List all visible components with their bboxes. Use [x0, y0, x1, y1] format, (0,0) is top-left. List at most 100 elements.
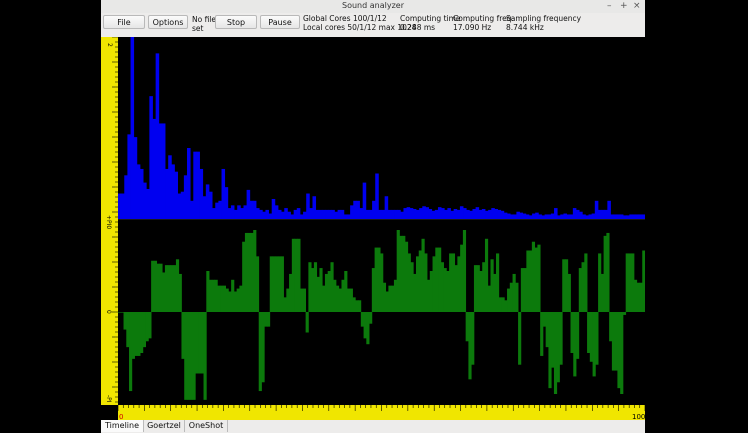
phase-bar	[349, 288, 353, 312]
spectrum-plot	[118, 37, 645, 400]
magnitude-bar	[613, 214, 618, 219]
phase-bar	[581, 262, 585, 312]
close-icon[interactable]: ×	[633, 1, 641, 11]
phase-bar	[432, 256, 436, 312]
magnitude-bar	[303, 211, 307, 219]
phase-bar	[402, 235, 406, 312]
magnitude-bar	[459, 206, 464, 219]
phase-bar	[449, 253, 453, 312]
tab-timeline[interactable]: Timeline	[101, 420, 144, 432]
magnitude-bar	[143, 182, 147, 219]
magnitude-bar	[607, 200, 611, 219]
computing-freq-info: Computing freq. 17.090 Hz	[453, 14, 514, 32]
maximize-icon[interactable]: +	[620, 1, 628, 11]
phase-bar	[622, 312, 627, 315]
file-status: No file set	[192, 15, 217, 33]
magnitude-bar	[425, 207, 429, 219]
magnitude-bar	[616, 214, 621, 219]
phase-bar	[609, 312, 613, 342]
phase-bar	[404, 241, 409, 312]
options-button[interactable]: Options	[148, 15, 188, 29]
minimize-icon[interactable]: –	[607, 1, 612, 11]
magnitude-bar	[168, 155, 172, 219]
phase-bar	[231, 279, 235, 312]
magnitude-bar	[579, 211, 583, 219]
sampling-freq-info: Sampling frequency 8.744 kHz	[506, 14, 582, 32]
magnitude-bar	[246, 189, 251, 219]
phase-bar	[564, 259, 569, 312]
magnitude-bar	[224, 187, 229, 219]
tab-goertzel[interactable]: Goertzel	[144, 420, 185, 432]
phase-bar	[534, 247, 538, 312]
file-button[interactable]: File	[103, 15, 145, 29]
magnitude-bar	[240, 208, 244, 219]
magnitude-bar	[287, 211, 291, 219]
magnitude-bar	[312, 196, 317, 219]
magnitude-bar	[478, 209, 483, 219]
phase-bar	[120, 312, 124, 313]
magnitude-bar	[601, 209, 605, 219]
vertical-ruler[interactable]: 2 +PI0 0 -PI	[101, 37, 118, 405]
magnitude-bar	[208, 191, 213, 219]
magnitude-bar	[243, 205, 248, 219]
magnitude-bar	[569, 214, 574, 219]
phase-bar	[156, 263, 160, 312]
phase-bar	[487, 285, 491, 312]
phase-bar	[415, 256, 420, 312]
phase-bar	[443, 268, 447, 312]
pause-button[interactable]: Pause	[260, 15, 300, 29]
phase-bar	[471, 312, 475, 365]
phase-bar	[181, 312, 185, 359]
magnitude-bar	[133, 137, 138, 219]
phase-bar	[175, 259, 180, 312]
magnitude-bar	[281, 211, 285, 219]
phase-bar	[520, 268, 524, 312]
phase-bar	[131, 312, 135, 359]
tab-oneshot[interactable]: OneShot	[185, 420, 228, 432]
magnitude-bar	[481, 208, 486, 219]
magnitude-bar	[516, 211, 520, 219]
magnitude-bar	[259, 209, 263, 219]
magnitude-bar	[249, 200, 254, 219]
vruler-zero-label: 0	[105, 310, 112, 314]
title-bar[interactable]: Sound analyzer – + ×	[101, 0, 645, 14]
magnitude-bar	[356, 200, 360, 219]
magnitude-bar	[127, 134, 131, 219]
magnitude-bar	[353, 200, 357, 219]
magnitude-bar	[597, 209, 602, 219]
magnitude-bar	[604, 209, 608, 219]
phase-bar	[639, 282, 643, 312]
magnitude-bar	[372, 200, 376, 219]
phase-bar	[289, 273, 293, 312]
phase-bar	[606, 232, 610, 312]
magnitude-bar	[139, 168, 144, 219]
phase-bar	[244, 232, 249, 312]
magnitude-bar	[629, 214, 633, 219]
phase-bar	[167, 265, 171, 312]
phase-bar	[501, 297, 505, 312]
phase-bar	[145, 312, 149, 342]
phase-bar	[297, 238, 301, 312]
phase-bar	[576, 312, 580, 359]
horizontal-ruler[interactable]: 0 100	[118, 405, 645, 420]
phase-bar	[266, 312, 271, 327]
phase-bar	[407, 253, 411, 312]
magnitude-bar	[610, 214, 615, 219]
phase-bar	[435, 247, 439, 312]
magnitude-bar	[428, 208, 433, 219]
magnitude-bar	[149, 96, 153, 219]
phase-bar	[628, 253, 632, 312]
phase-bar	[457, 256, 461, 312]
magnitude-bar	[453, 208, 458, 219]
magnitude-bar	[503, 212, 508, 219]
magnitude-bar	[506, 213, 511, 219]
magnitude-bar	[444, 209, 448, 219]
stop-button[interactable]: Stop	[215, 15, 257, 29]
phase-bar	[391, 285, 395, 312]
phase-bar	[611, 312, 616, 371]
magnitude-bar	[510, 214, 514, 219]
magnitude-bar	[171, 164, 175, 219]
phase-bar	[603, 235, 607, 312]
phase-bar	[286, 288, 290, 312]
phase-bar	[294, 238, 298, 312]
